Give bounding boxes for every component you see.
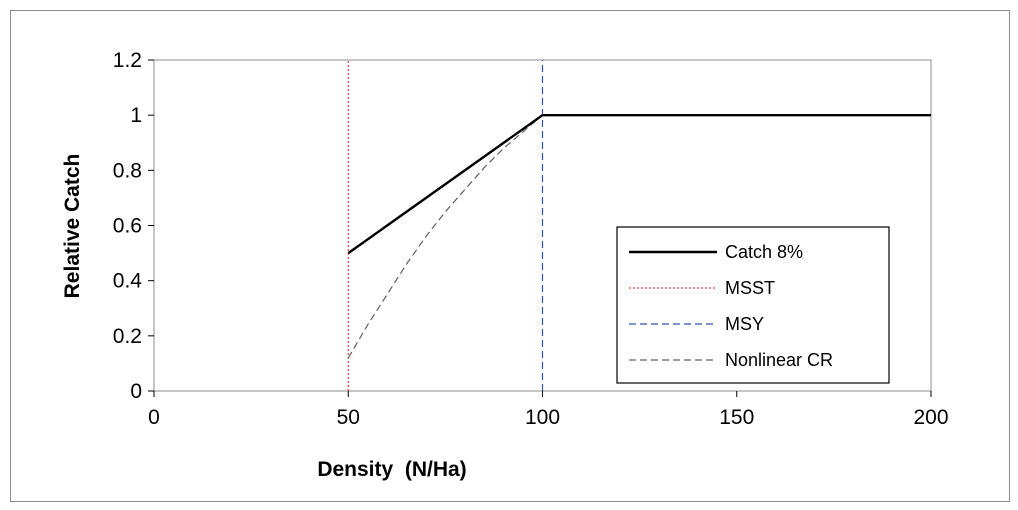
legend-label: MSST: [725, 278, 775, 298]
series-layer: [347, 60, 931, 391]
legend-label: Nonlinear CR: [725, 350, 833, 370]
x-tick-label: 100: [525, 406, 560, 429]
series-line-nonlinear-cr: [347, 114, 543, 359]
y-tick-label: 1.2: [113, 49, 142, 72]
y-tick-label: 0.4: [113, 270, 143, 293]
x-tick-label: 0: [148, 406, 160, 429]
legend-box: [616, 226, 890, 384]
axis-layer: 0 0.2 0.4 0.6 0.8 1 1.2 0 50 100 150 200: [113, 49, 949, 429]
legend-label: Catch 8%: [725, 242, 803, 262]
y-tick-label: 0.6: [113, 215, 142, 238]
x-axis-title: Density (N/Ha): [317, 458, 466, 481]
y-tick-label: 0.8: [113, 159, 142, 182]
y-axis-title: Relative Catch: [61, 154, 84, 299]
line-chart: 0 0.2 0.4 0.6 0.8 1 1.2 0 50 100 150 200 Catch 8% MS…: [61, 49, 949, 481]
y-tick-label: 0.2: [113, 325, 142, 348]
x-tick-label: 50: [337, 406, 360, 429]
chart-frame: 0 0.2 0.4 0.6 0.8 1 1.2 0 50 100 150 200 Catch 8% MS…: [10, 10, 1010, 502]
y-tick-label: 1: [130, 104, 142, 127]
y-tick-label: 0: [130, 380, 142, 403]
x-tick-label: 200: [913, 406, 948, 429]
x-tick-label: 150: [719, 406, 754, 429]
series-line-catch-8: [347, 113, 931, 255]
legend: Catch 8% MSST MSY Nonlinear CR: [616, 226, 890, 384]
legend-label: MSY: [725, 314, 764, 334]
